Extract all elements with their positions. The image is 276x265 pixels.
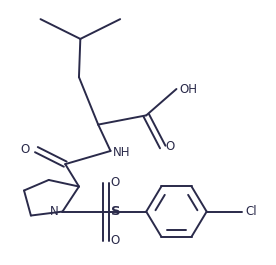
Text: O: O <box>111 234 120 247</box>
Text: Cl: Cl <box>245 205 257 218</box>
Text: O: O <box>165 140 175 153</box>
Text: S: S <box>111 205 120 218</box>
Text: N: N <box>50 205 58 218</box>
Text: O: O <box>111 176 120 189</box>
Text: OH: OH <box>179 82 197 95</box>
Text: NH: NH <box>113 146 131 159</box>
Text: O: O <box>20 143 30 156</box>
